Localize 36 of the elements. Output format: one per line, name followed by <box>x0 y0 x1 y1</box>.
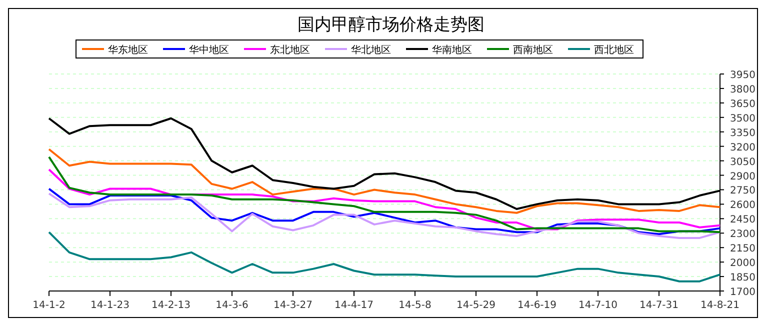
legend-label: 华北地区 <box>351 44 391 56</box>
y-tick-label: 1850 <box>730 272 756 284</box>
legend-label: 西北地区 <box>594 44 634 56</box>
x-tick-label: 14-6-19 <box>517 300 557 311</box>
legend-label: 华南地区 <box>432 44 472 56</box>
y-tick-label: 3950 <box>730 70 756 81</box>
y-tick-label: 2000 <box>730 258 756 270</box>
y-tick-label: 2450 <box>730 214 756 226</box>
x-tick-label: 14-2-13 <box>151 300 191 311</box>
x-tick-label: 14-1-23 <box>90 300 130 311</box>
y-tick-label: 1700 <box>730 287 756 298</box>
x-tick-label: 14-7-10 <box>578 300 618 311</box>
x-tick-label: 14-1-2 <box>32 300 66 311</box>
x-tick-label: 14-7-31 <box>639 300 679 311</box>
y-tick-label: 3350 <box>730 128 756 139</box>
chart-title: 国内甲醇市场价格走势图 <box>298 15 484 35</box>
legend-label: 华中地区 <box>189 44 229 56</box>
x-tick-label: 14-3-6 <box>216 300 248 311</box>
x-tick-label: 14-3-27 <box>273 300 313 311</box>
legend-label: 西南地区 <box>513 44 553 56</box>
x-tick-label: 14-8-21 <box>700 300 740 311</box>
y-tick-label: 3650 <box>730 98 756 110</box>
legend-label: 华东地区 <box>108 44 148 56</box>
y-tick-label: 2300 <box>730 229 756 240</box>
y-tick-label: 3500 <box>730 113 756 124</box>
y-tick-label: 3200 <box>730 142 756 154</box>
y-tick-label: 2900 <box>730 171 756 182</box>
y-tick-label: 3800 <box>730 84 756 96</box>
y-tick-label: 2150 <box>730 244 756 255</box>
x-tick-label: 14-5-29 <box>456 300 496 311</box>
y-tick-label: 2600 <box>730 200 756 212</box>
x-tick-label: 14-5-8 <box>398 300 432 311</box>
y-tick-label: 3050 <box>730 156 756 168</box>
x-tick-label: 14-4-17 <box>334 300 374 311</box>
legend-label: 东北地区 <box>270 44 310 56</box>
y-tick-label: 2750 <box>730 186 756 197</box>
